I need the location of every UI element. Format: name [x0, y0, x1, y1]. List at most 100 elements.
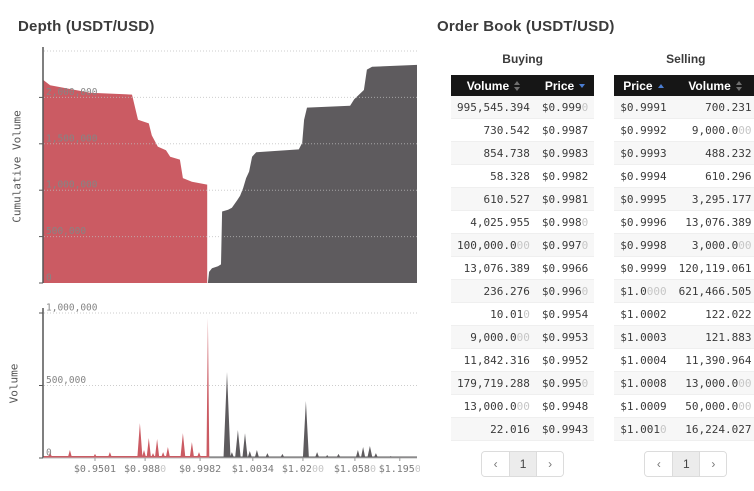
table-row: $1.0008 13,000.000 [614, 371, 754, 395]
price-cell: $0.9990 [535, 96, 595, 119]
volume-cell: 121.883 [672, 325, 754, 349]
table-row: 11,842.316 $0.9952 [451, 348, 595, 372]
price-cell: $0.9995 [614, 187, 673, 211]
price-cell: $1.0004 [614, 348, 673, 372]
prev-page-button[interactable]: ‹ [645, 452, 673, 476]
column-label: Volume [688, 78, 731, 93]
next-page-button[interactable]: › [536, 452, 564, 476]
volume-cell: 10.010 [451, 302, 536, 326]
price-cell: $0.9948 [535, 394, 595, 418]
table-row: 854.738 $0.9983 [451, 141, 595, 165]
price-cell: $1.0010 [614, 417, 673, 441]
volume-cell: 4,025.955 [451, 210, 536, 234]
sell-baseline [207, 456, 417, 458]
table-row: 179,719.288 $0.9950 [451, 371, 595, 395]
price-cell: $0.9982 [535, 164, 595, 188]
table-row: $0.9993 488.232 [614, 141, 754, 165]
y-tick-label: 1,000,000 [46, 180, 98, 191]
volume-column-header[interactable]: Volume [672, 75, 754, 96]
order-book-tables: Buying Volume Price 995,545.394 $0.9990 730.… [437, 52, 754, 477]
price-cell: $0.9991 [614, 96, 673, 119]
table-row: 22.016 $0.9943 [451, 417, 595, 441]
table-row: $0.9991 700.231 [614, 96, 754, 119]
x-tick-label: $1.0034 [232, 464, 274, 475]
price-column-header[interactable]: Price [614, 75, 673, 96]
y-tick-label: 500,000 [46, 375, 86, 386]
selling-caption: Selling [666, 52, 706, 66]
table-row: $0.9994 610.296 [614, 164, 754, 188]
price-cell: $0.9943 [535, 417, 595, 441]
price-cell: $0.9987 [535, 118, 595, 142]
sort-none-icon [735, 80, 742, 91]
table-row: 13,076.389 $0.9966 [451, 256, 595, 280]
depth-chart-title: Depth (USDT/USD) [18, 18, 155, 35]
prev-page-button[interactable]: ‹ [482, 452, 510, 476]
price-cell: $0.9960 [535, 279, 595, 303]
x-tick-label: $1.1950 [379, 464, 420, 475]
x-tick-label: $0.9982 [179, 464, 221, 475]
volume-cell: 854.738 [451, 141, 536, 165]
table-row: $0.9995 3,295.177 [614, 187, 754, 211]
table-row: 9,000.000 $0.9953 [451, 325, 595, 349]
selling-pagination: ‹ 1 › [644, 451, 728, 477]
table-row: 13,000.000 $0.9948 [451, 394, 595, 418]
table-row: $1.0000 621,466.505 [614, 279, 754, 303]
volume-cell: 100,000.000 [451, 233, 536, 257]
table-row: 58.328 $0.9982 [451, 164, 595, 188]
x-tick-label: $0.9880 [124, 464, 166, 475]
volume-cell: 236.276 [451, 279, 536, 303]
buying-pagination: ‹ 1 › [481, 451, 565, 477]
sort-asc-icon [657, 83, 664, 88]
price-cell: $0.9966 [535, 256, 595, 280]
price-cell: $0.9980 [535, 210, 595, 234]
x-tick-label: $1.0580 [334, 464, 376, 475]
price-cell: $0.9998 [614, 233, 673, 257]
x-tick-label: $1.0200 [282, 464, 324, 475]
volume-cell: 122.022 [672, 302, 754, 326]
price-cell: $0.9999 [614, 256, 673, 280]
current-page-button[interactable]: 1 [672, 452, 700, 476]
price-cell: $0.9950 [535, 371, 595, 395]
price-cell: $0.9981 [535, 187, 595, 211]
bids-depth-area [43, 79, 208, 283]
volume-cell: 179,719.288 [451, 371, 536, 395]
volume-cell: 488.232 [672, 141, 754, 165]
table-row: $0.9998 3,000.000 [614, 233, 754, 257]
column-label: Price [544, 78, 575, 93]
price-cell: $1.0002 [614, 302, 673, 326]
table-row: $1.0003 121.883 [614, 325, 754, 349]
price-cell: $0.9954 [535, 302, 595, 326]
next-page-button[interactable]: › [699, 452, 727, 476]
price-cell: $0.9952 [535, 348, 595, 372]
table-row: $1.0002 122.022 [614, 302, 754, 326]
x-tick-label: $0.9501 [74, 464, 116, 475]
volume-cell: 3,000.000 [672, 233, 754, 257]
selling-table: Price Volume $0.9991 700.231 $0.9992 9,000.00… [614, 75, 754, 441]
price-cell: $0.9996 [614, 210, 673, 234]
y-tick-label: 0 [46, 273, 52, 284]
y-tick-label: 500,000 [46, 226, 86, 237]
volume-cell: 995,545.394 [451, 96, 536, 119]
table-row: $1.0009 50,000.000 [614, 394, 754, 418]
price-column-header[interactable]: Price [535, 75, 595, 96]
price-cell: $0.9994 [614, 164, 673, 188]
selling-panel: Selling Price Volume $0.9991 700.231 $0.9992… [614, 52, 754, 477]
volume-cell: 3,295.177 [672, 187, 754, 211]
volume-chart: 0 500,000 1,000,000 $0.9501 $0.9880 $0.9982 $1… [39, 303, 420, 475]
table-row: $0.9992 9,000.000 [614, 118, 754, 142]
table-row: 4,025.955 $0.9980 [451, 210, 595, 234]
volume-cell: 16,224.027 [672, 417, 754, 441]
price-cell: $1.0008 [614, 371, 673, 395]
volume-cell: 13,076.389 [451, 256, 536, 280]
volume-column-header[interactable]: Volume [451, 75, 536, 96]
table-row: 995,545.394 $0.9990 [451, 96, 595, 119]
table-row: $1.0010 16,224.027 [614, 417, 754, 441]
current-page-button[interactable]: 1 [509, 452, 537, 476]
volume-cell: 9,000.000 [672, 118, 754, 142]
price-cell: $1.0000 [614, 279, 673, 303]
buy-baseline [43, 456, 208, 458]
table-row: $0.9996 13,076.389 [614, 210, 754, 234]
y-tick-label: 1,000,000 [46, 303, 98, 314]
volume-cell: 9,000.000 [451, 325, 536, 349]
